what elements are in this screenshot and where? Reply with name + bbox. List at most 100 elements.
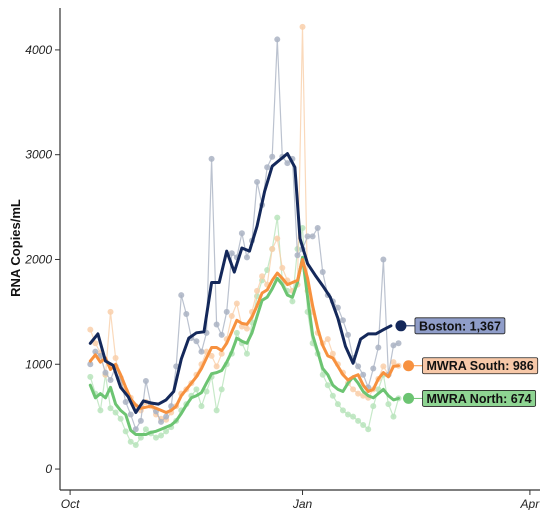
- boston-raw-point: [314, 225, 321, 232]
- mwra-north-raw-point: [355, 417, 362, 424]
- x-tick-label: Oct: [61, 497, 80, 510]
- mwra-south-raw-point: [87, 326, 94, 333]
- boston-raw-point: [284, 160, 291, 167]
- mwra-south-raw-point: [107, 308, 114, 315]
- mwra-south-raw-point: [208, 352, 215, 359]
- boston-raw-point: [163, 413, 170, 420]
- mwra-north-raw-point: [289, 298, 296, 305]
- boston-raw-point: [238, 230, 245, 237]
- boston-raw-point: [264, 164, 271, 171]
- mwra-north-raw-point: [112, 409, 119, 416]
- boston-raw-point: [274, 36, 281, 43]
- boston-raw-point: [218, 331, 225, 338]
- mwra-north-raw-point: [243, 350, 250, 357]
- smoothed-series-layer: [88, 152, 400, 436]
- boston-raw-point: [198, 348, 205, 355]
- mwra-south-raw-point: [228, 313, 235, 320]
- y-tick-label: 1000: [25, 357, 52, 371]
- mwra-north-end-label: MWRA North: 674: [422, 390, 537, 407]
- mwra-south-end-label: MWRA South: 986: [422, 357, 539, 375]
- boston-raw-point: [178, 292, 185, 299]
- mwra-south-end-label-box: [422, 357, 539, 375]
- mwra-north-raw-point: [137, 434, 144, 441]
- boston-raw-point: [158, 418, 165, 425]
- y-tick-label: 3000: [25, 148, 52, 162]
- boston-raw-point: [355, 363, 362, 370]
- mwra-north-raw-point: [365, 426, 372, 433]
- boston-raw-point: [339, 317, 346, 324]
- mwra-north-raw-point: [299, 225, 306, 232]
- mwra-north-raw-point: [385, 401, 392, 408]
- mwra-south-raw-point: [259, 273, 266, 280]
- chart-axes: 0 1000 2000 3000 4000 Oct Jan Apr: [24, 8, 540, 510]
- mwra-north-raw-point: [218, 386, 225, 393]
- mwra-north-raw-point: [324, 382, 331, 389]
- boston-raw-point: [370, 365, 377, 372]
- boston-end-label-box: [414, 317, 506, 335]
- mwra-south-raw-point: [299, 23, 306, 30]
- x-tick-label: Jan: [292, 497, 313, 510]
- mwra-south-raw-point: [274, 235, 281, 242]
- boston-raw-point: [92, 348, 99, 355]
- mwra-north-raw-point: [213, 407, 220, 414]
- mwra-south-raw-point: [269, 246, 276, 252]
- mwra-south-raw-point: [355, 390, 362, 397]
- mwra-south-raw-point: [329, 350, 336, 357]
- mwra-south-smoothed-line: [88, 258, 400, 414]
- boston-raw-point: [334, 304, 341, 311]
- mwra-north-raw-point: [274, 214, 281, 221]
- boston-raw-point: [254, 178, 261, 185]
- boston-raw-point: [269, 153, 276, 160]
- y-tick-label: 0: [45, 462, 52, 476]
- boston-raw-point: [319, 269, 326, 276]
- boston-raw-point: [309, 233, 316, 240]
- mwra-north-raw-point: [127, 438, 134, 445]
- mwra-south-raw-point: [350, 386, 357, 393]
- boston-raw-point: [380, 256, 387, 263]
- mwra-south-raw-point: [92, 340, 99, 347]
- boston-raw-point: [304, 233, 311, 240]
- boston-raw-point: [345, 331, 351, 338]
- mwra-north-raw-point: [117, 415, 124, 422]
- mwra-south-raw-point: [380, 363, 387, 370]
- mwra-north-raw-point: [390, 413, 397, 420]
- mwra-south-raw-point: [390, 359, 397, 366]
- mwra-north-raw-point: [329, 392, 336, 399]
- mwra-south-raw-point: [218, 350, 225, 357]
- boston-raw-point: [395, 340, 402, 347]
- boston-raw-point: [107, 376, 114, 383]
- boston-end-label: Boston: 1,367: [414, 317, 506, 335]
- y-tick-label: 4000: [25, 43, 52, 57]
- mwra-north-raw-point: [87, 373, 94, 380]
- boston-raw-point: [87, 361, 94, 368]
- mwra-north-raw-point: [345, 411, 351, 418]
- mwra-north-raw-point: [107, 405, 114, 412]
- mwra-south-raw-point: [254, 287, 261, 294]
- mwra-north-raw-point: [319, 371, 326, 378]
- boston-raw-point: [137, 417, 144, 424]
- mwra-north-raw-point: [360, 422, 367, 429]
- mwra-south-raw-point: [324, 336, 331, 343]
- mwra-south-raw-point: [112, 354, 119, 361]
- boston-raw-point: [193, 338, 200, 345]
- mwra-south-raw-point: [233, 300, 240, 307]
- boston-raw-point: [208, 155, 215, 162]
- mwra-north-raw-point: [142, 426, 149, 433]
- mwra-north-end-label-box: [422, 390, 537, 407]
- mwra-north-raw-point: [334, 401, 341, 408]
- y-tick-label: 2000: [24, 252, 52, 266]
- boston-raw-point: [102, 369, 109, 376]
- mwra-south-raw-point: [243, 325, 250, 332]
- mwra-north-raw-point: [153, 434, 159, 441]
- boston-raw-point: [228, 250, 235, 257]
- boston-raw-point: [223, 308, 230, 315]
- end-labels-layer: Boston: 1,367 MWRA South: 986 MWRA North: …: [395, 317, 539, 407]
- mwra-north-raw-point: [350, 413, 357, 420]
- mwra-south-raw-point: [279, 264, 286, 271]
- mwra-south-raw-point: [213, 363, 220, 370]
- x-tick-label: Apr: [520, 497, 541, 510]
- mwra-north-raw-point: [198, 403, 205, 410]
- boston-raw-point: [360, 371, 367, 378]
- mwra-north-raw-point: [339, 407, 346, 414]
- mwra-north-raw-point: [132, 441, 139, 448]
